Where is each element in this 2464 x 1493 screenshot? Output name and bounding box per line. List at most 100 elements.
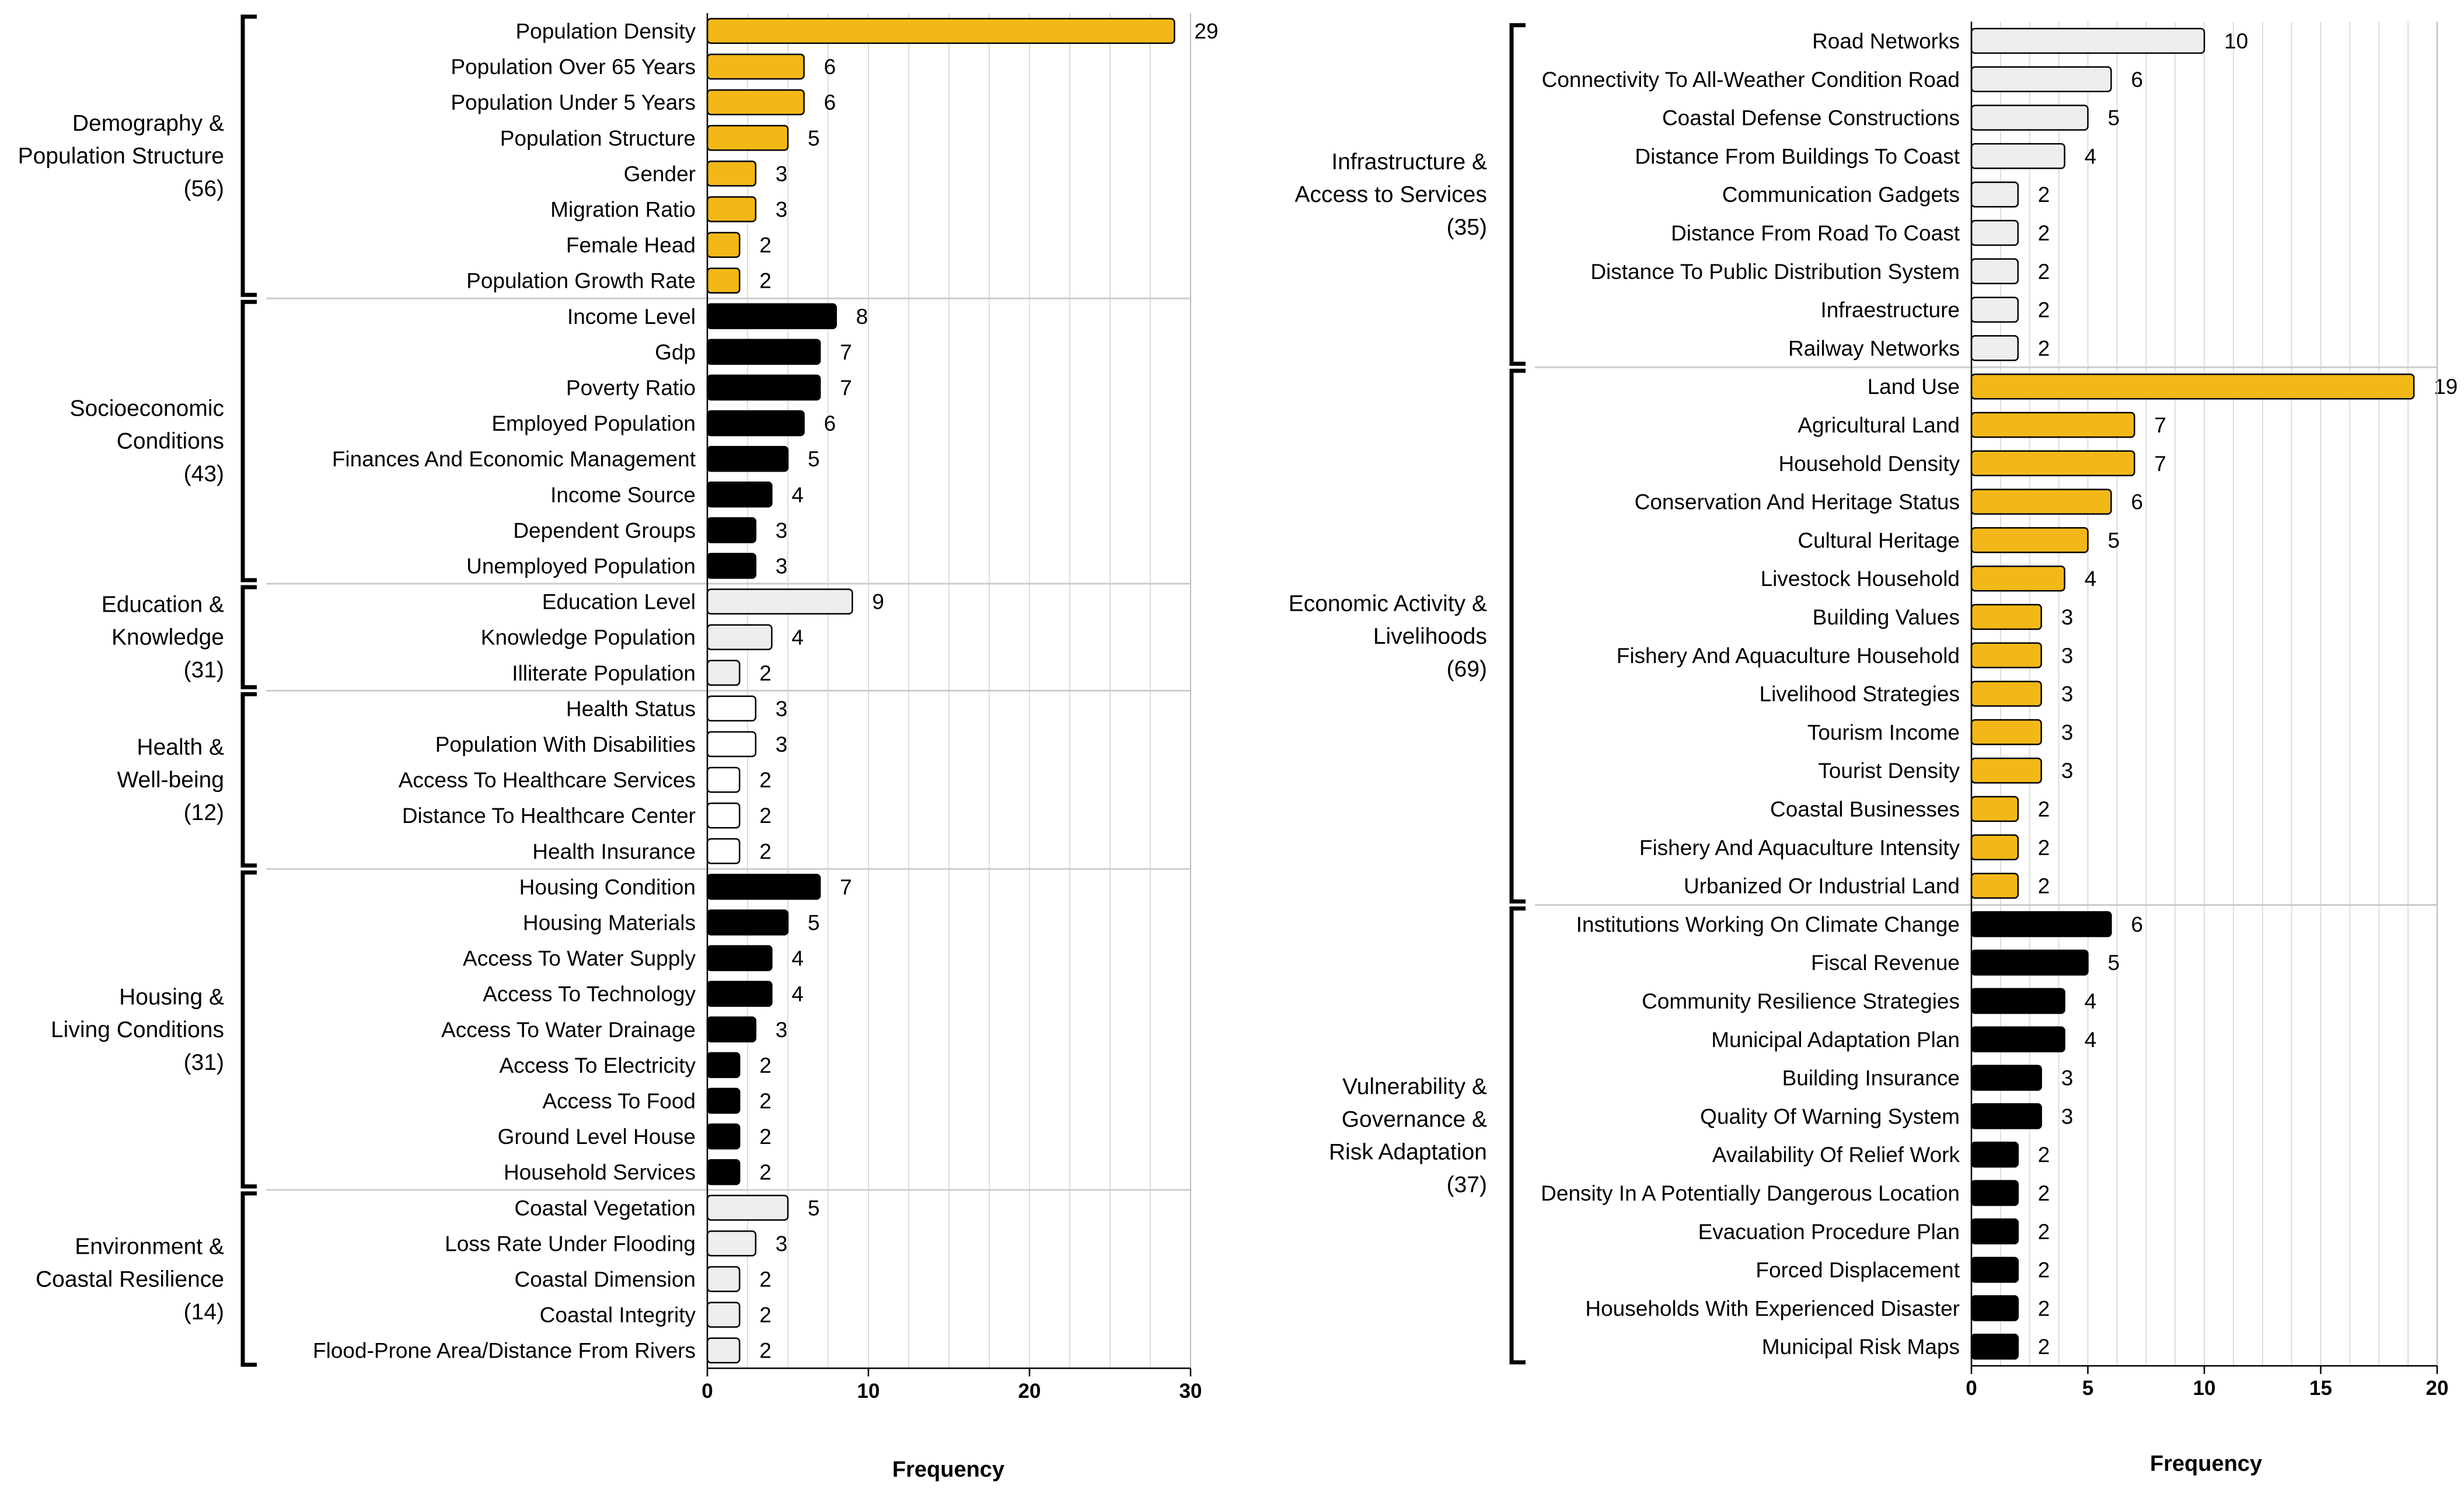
data-label: 3	[2061, 682, 2074, 706]
category-label: Population Structure	[500, 126, 696, 150]
category-label: Population Over 65 Years	[451, 55, 696, 79]
data-label: 6	[2131, 912, 2143, 936]
category-label: Connectivity To All-Weather Condition Ro…	[1542, 68, 1960, 92]
bar	[706, 731, 757, 758]
data-label: 3	[776, 518, 788, 542]
category-label: Household Services	[504, 1160, 696, 1184]
category-label: Urbanized Or Industrial Land	[1684, 874, 1960, 898]
bar	[706, 553, 757, 579]
data-label: 3	[776, 1018, 788, 1042]
group-label: Vulnerability & Governance & Risk Adaptati…	[1329, 1074, 1487, 1197]
bar	[1970, 1218, 2019, 1245]
data-label: 3	[2061, 644, 2074, 668]
bar	[1970, 604, 2042, 630]
category-label: Road Networks	[1812, 29, 1960, 53]
bar	[1970, 873, 2019, 899]
category-label: Railway Networks	[1788, 336, 1960, 360]
group-label: Demography & Population Structure (56)	[18, 111, 224, 201]
bar	[706, 1159, 741, 1185]
category-label: Fishery And Aquaculture Intensity	[1639, 836, 1960, 860]
x-tick-label: 20	[2426, 1377, 2449, 1400]
data-label: 4	[2085, 144, 2097, 168]
bar	[1970, 527, 2089, 553]
category-label: Coastal Vegetation	[514, 1196, 696, 1220]
data-label: 2	[759, 1339, 772, 1363]
group-bracket	[240, 585, 257, 689]
category-label: Community Resilience Strategies	[1642, 989, 1960, 1013]
category-label: Building Values	[1813, 605, 1960, 629]
bar	[706, 1052, 741, 1079]
data-label: 2	[759, 1268, 772, 1292]
category-label: Unemployed Population	[466, 554, 696, 578]
data-label: 2	[2038, 797, 2050, 821]
bar	[706, 303, 837, 330]
bar	[1970, 27, 2205, 54]
bar	[706, 766, 741, 793]
category-label: Distance To Healthcare Center	[402, 804, 696, 828]
data-label: 3	[2061, 720, 2074, 744]
category-label: Institutions Working On Climate Change	[1576, 912, 1960, 936]
bar	[706, 588, 853, 615]
data-label: 4	[791, 626, 804, 650]
data-label: 2	[759, 269, 772, 293]
bar	[1970, 258, 2019, 285]
data-label: 2	[759, 1054, 772, 1077]
category-label: Gdp	[655, 340, 696, 364]
category-label: Livestock Household	[1761, 567, 1960, 591]
data-label: 6	[824, 55, 836, 79]
data-label: 2	[2038, 1181, 2050, 1205]
panel-right: Road Networks 10 Connectivity To All-Weath…	[1289, 22, 2458, 1476]
bar	[706, 981, 773, 1007]
group-bracket	[240, 1191, 257, 1367]
category-label: Fiscal Revenue	[1811, 951, 1960, 975]
bar	[1970, 450, 2135, 477]
category-label: Livelihood Strategies	[1760, 682, 1960, 706]
group-label: Education & Knowledge (31)	[102, 592, 224, 683]
category-label: Access To Technology	[483, 982, 696, 1006]
group-label: Economic Activity & Livelihoods (69)	[1289, 591, 1487, 682]
group-bracket	[240, 299, 257, 582]
bar	[706, 53, 805, 80]
data-label: 7	[840, 340, 852, 364]
bar	[706, 1087, 741, 1114]
bar	[706, 1195, 789, 1221]
data-label: 2	[2038, 874, 2050, 898]
bar	[706, 1016, 757, 1043]
bar	[706, 802, 741, 829]
data-label: 7	[2154, 413, 2166, 437]
category-label: Access To Food	[542, 1089, 696, 1113]
bar	[1970, 1295, 2019, 1321]
category-label: Population Under 5 Years	[451, 90, 696, 114]
category-label: Quality Of Warning System	[1700, 1104, 1960, 1128]
data-label: 5	[808, 911, 820, 935]
category-label: Density In A Potentially Dangerous Locat…	[1541, 1181, 1960, 1205]
data-label: 2	[759, 1303, 772, 1327]
bar	[1970, 1026, 2065, 1053]
bar	[1970, 1257, 2019, 1283]
data-label: 2	[2038, 260, 2050, 284]
category-label: Agricultural Land	[1798, 413, 1960, 437]
data-label: 2	[2038, 183, 2050, 207]
category-label: Infraestructure	[1820, 298, 1960, 322]
category-label: Housing Condition	[519, 875, 696, 899]
category-label: Household Density	[1778, 452, 1960, 476]
data-label: 10	[2224, 29, 2248, 53]
bar	[706, 1123, 741, 1150]
category-label: Access To Water Supply	[463, 947, 696, 971]
bar	[706, 1302, 741, 1328]
data-label: 3	[776, 732, 788, 756]
bar	[1970, 565, 2065, 592]
data-label: 2	[2038, 298, 2050, 322]
x-tick-label: 30	[1179, 1380, 1202, 1403]
category-label: Health Insurance	[532, 839, 696, 863]
category-label: Housing Materials	[523, 911, 696, 935]
data-label: 6	[824, 90, 836, 114]
data-label: 3	[776, 162, 788, 186]
data-label: 2	[2038, 836, 2050, 860]
bar	[1970, 181, 2019, 208]
data-label: 2	[759, 1160, 772, 1184]
bar	[1970, 988, 2065, 1014]
x-tick-label: 0	[701, 1380, 713, 1403]
